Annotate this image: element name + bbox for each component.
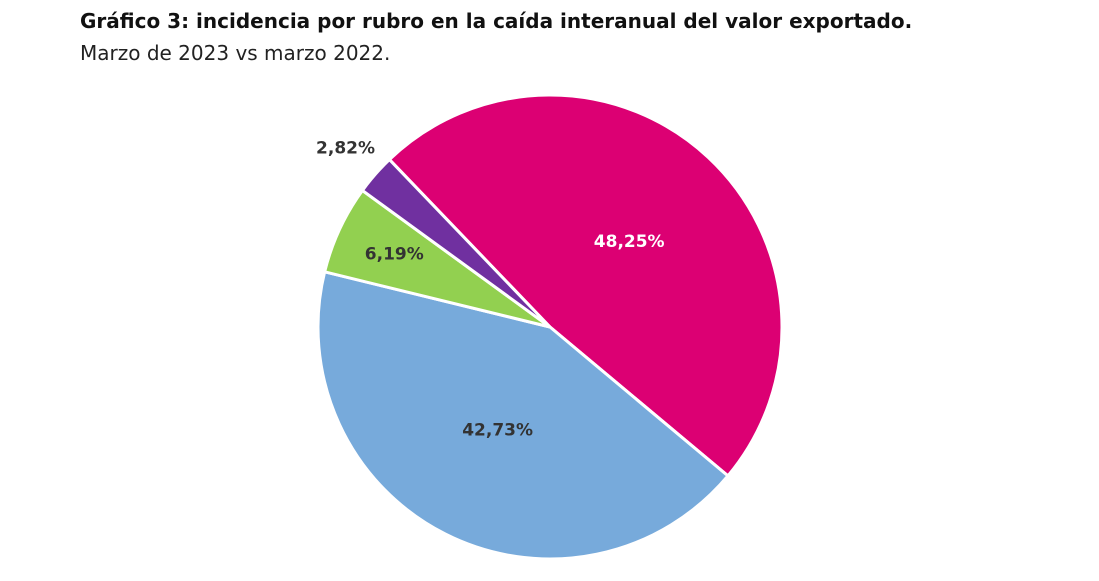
data-label: 6,19% <box>365 245 424 265</box>
data-label: 42,73% <box>462 421 533 441</box>
chart-title: Gráfico 3: incidencia por rubro en la ca… <box>80 9 912 33</box>
pie-slice <box>360 157 552 329</box>
data-label: 48,25% <box>594 232 665 252</box>
chart-subtitle: Marzo de 2023 vs marzo 2022. <box>80 41 390 65</box>
pie-slice <box>387 93 784 478</box>
pie-slice <box>316 270 731 561</box>
data-label: 2,82% <box>316 138 375 158</box>
